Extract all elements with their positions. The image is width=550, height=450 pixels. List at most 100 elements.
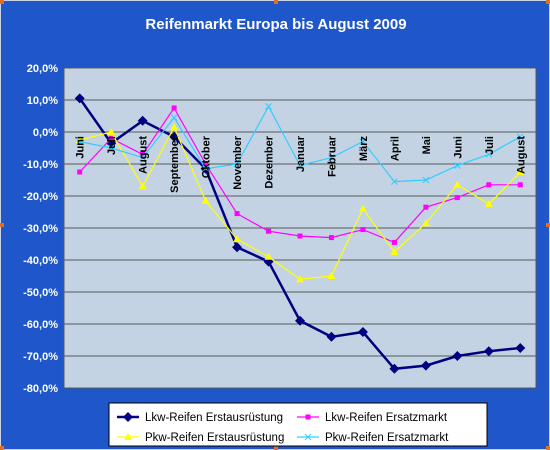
data-point	[108, 135, 114, 141]
legend-item-pkw-reifen-erstausruestung[interactable]: Pkw-Reifen Erstausrüstung	[117, 432, 284, 444]
x-category-label: Januar	[295, 135, 307, 172]
y-axis-tick-labels: 20,0% 10,0% 0,0% -10,0% -20,0% -30,0% -40,0% -5…	[23, 63, 58, 395]
y-tick-label: -30,0%	[23, 223, 58, 235]
data-point	[517, 182, 523, 188]
legend-item-lkw-reifen-ersatzmarkt[interactable]: Lkw-Reifen Ersatzmarkt	[297, 412, 448, 424]
legend-item-pkw-reifen-ersatzmarkt[interactable]: Pkw-Reifen Ersatzmarkt	[297, 432, 449, 444]
legend-swatch-marker	[123, 412, 133, 422]
data-point	[453, 180, 462, 188]
resize-handle-bottom-right[interactable]	[546, 446, 550, 450]
chart-title: Reifenmarkt Europa bis August 2009	[145, 16, 406, 33]
data-point	[297, 233, 303, 239]
x-category-label: Juni	[452, 136, 464, 159]
data-point	[516, 168, 525, 175]
y-tick-label: -80,0%	[23, 383, 58, 395]
data-point	[453, 162, 461, 169]
x-category-label: April	[389, 136, 401, 161]
data-point	[107, 144, 115, 152]
resize-handle-top-right[interactable]	[546, 0, 550, 4]
y-tick-label: 0,0%	[33, 127, 58, 139]
data-point	[454, 195, 460, 201]
data-point	[232, 242, 243, 253]
data-point	[296, 275, 304, 283]
x-category-label: August	[515, 136, 527, 174]
x-category-label: Mai	[421, 136, 433, 154]
y-tick-label: -50,0%	[23, 287, 58, 299]
resize-handle-left[interactable]	[0, 223, 4, 227]
data-point	[295, 315, 305, 326]
data-point	[420, 360, 431, 371]
data-point	[139, 154, 147, 161]
resize-handle-bottom[interactable]	[274, 446, 278, 450]
data-point	[202, 165, 209, 173]
data-point	[107, 128, 116, 135]
data-point	[76, 138, 84, 145]
data-point	[233, 160, 241, 168]
data-point	[75, 136, 84, 143]
x-category-label: Dezember	[264, 135, 276, 188]
y-tick-label: -10,0%	[23, 159, 58, 171]
x-category-label: September	[169, 135, 181, 193]
data-point	[203, 161, 209, 167]
legend-label: Lkw-Reifen Erstausrüstung	[145, 412, 283, 424]
data-point	[483, 346, 494, 357]
legend-swatch-marker	[304, 433, 312, 441]
data-point	[138, 182, 147, 190]
y-tick-label: 20,0%	[27, 63, 58, 75]
legend-item-lkw-reifen-erstausruestung[interactable]: Lkw-Reifen Erstausrüstung	[117, 412, 283, 424]
data-point	[170, 114, 178, 121]
legend-box	[108, 402, 488, 447]
resize-handle-top[interactable]	[274, 0, 278, 4]
x-category-label: November	[232, 135, 244, 190]
data-point	[296, 162, 304, 169]
data-point	[170, 123, 179, 131]
data-point	[201, 196, 210, 204]
x-category-label: März	[358, 136, 370, 162]
data-point	[264, 252, 273, 260]
data-point	[328, 154, 335, 161]
x-category-label: Februar	[326, 135, 338, 177]
y-tick-label: 10,0%	[27, 95, 58, 107]
data-point	[266, 228, 272, 234]
data-point	[360, 227, 366, 233]
x-category-label: Juli	[484, 136, 496, 155]
data-point	[516, 133, 524, 141]
data-point	[234, 211, 240, 217]
data-point	[358, 204, 367, 212]
series-pkw-reifen-erstausruestung	[75, 123, 525, 283]
data-point	[423, 204, 429, 210]
series-lines	[74, 93, 526, 374]
data-point	[328, 235, 334, 241]
legend: Lkw-Reifen Erstausrüstung Lkw-Reifen Ersa…	[108, 402, 488, 447]
series-lkw-reifen-ersatzmarkt	[77, 105, 523, 245]
data-point	[484, 200, 493, 207]
data-point	[486, 182, 492, 188]
resize-handle-top-left[interactable]	[0, 0, 4, 4]
data-point	[389, 363, 400, 374]
y-tick-label: -60,0%	[23, 319, 58, 331]
x-category-label: August	[138, 136, 150, 174]
resize-handle-right[interactable]	[546, 223, 550, 227]
data-point	[452, 351, 463, 361]
data-point	[357, 327, 368, 337]
data-point	[391, 178, 398, 185]
data-point	[171, 105, 177, 111]
x-category-label: Oktober	[201, 135, 213, 178]
y-tick-label: -20,0%	[23, 191, 58, 203]
data-point	[485, 151, 493, 158]
data-point	[359, 138, 367, 145]
x-category-label: Juni	[75, 136, 87, 159]
x-axis-category-labels: Juni Juli August September Oktober November De…	[75, 135, 528, 193]
data-point	[74, 93, 85, 104]
data-point	[77, 169, 83, 175]
data-point	[233, 235, 242, 243]
gridlines	[64, 99, 536, 357]
data-point	[140, 151, 146, 157]
legend-label: Lkw-Reifen Ersatzmarkt	[325, 412, 448, 424]
data-point	[326, 331, 337, 342]
y-tick-label: -40,0%	[23, 255, 58, 267]
y-tick-label: -70,0%	[23, 351, 58, 363]
resize-handle-bottom-left[interactable]	[0, 446, 4, 450]
